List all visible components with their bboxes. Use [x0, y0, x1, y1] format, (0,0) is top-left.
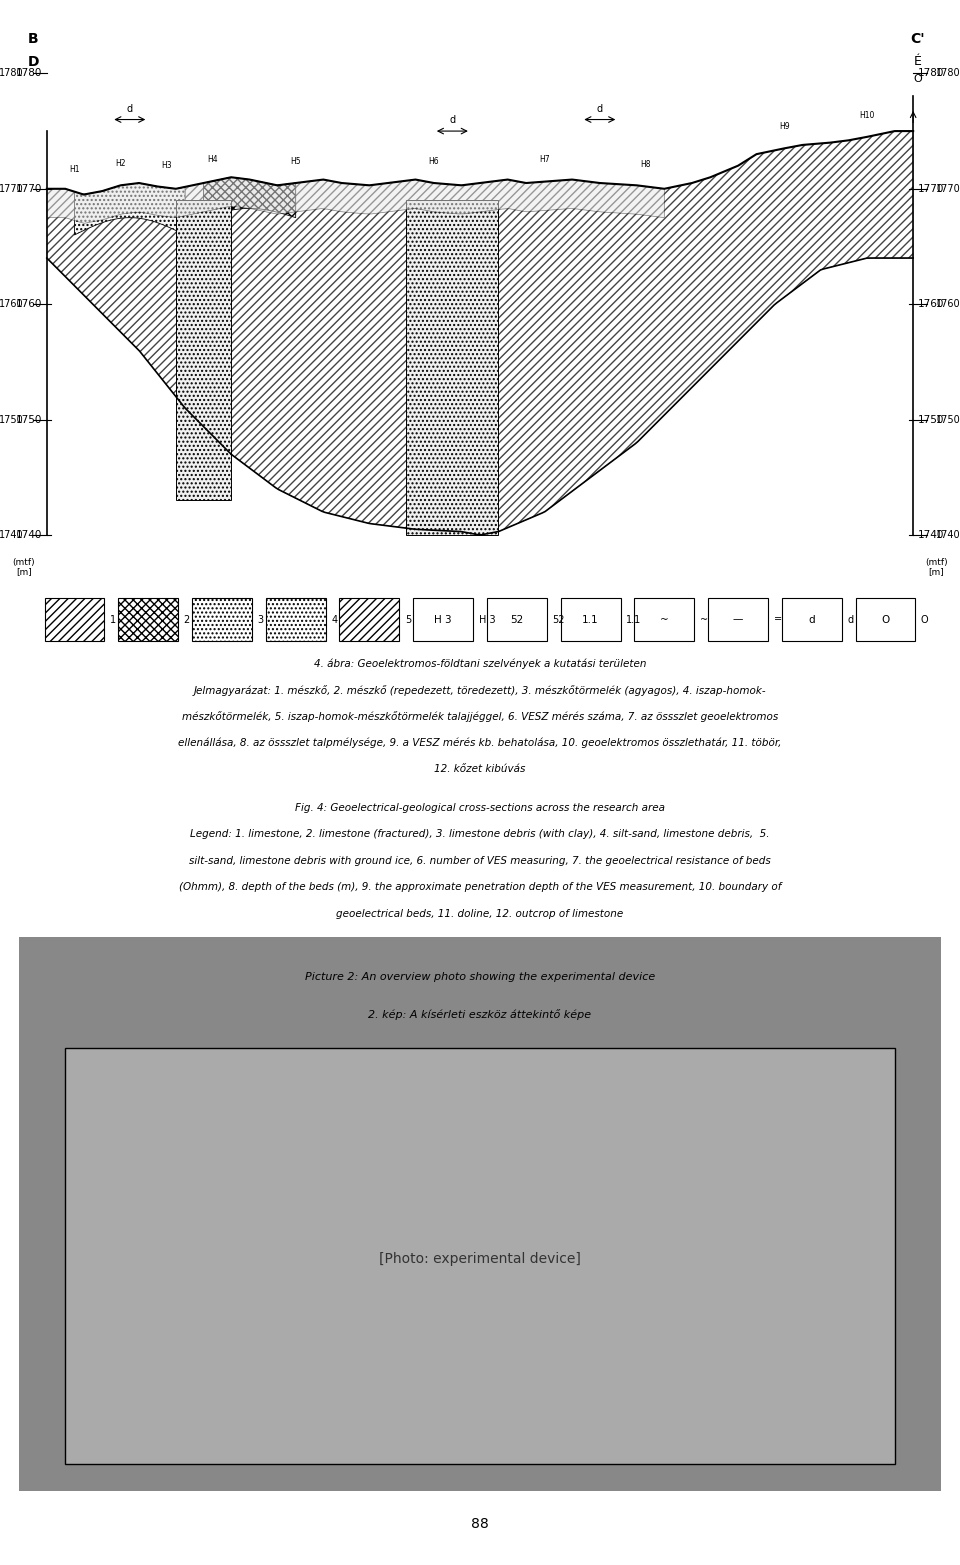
Text: d: d — [597, 103, 603, 114]
Polygon shape — [47, 177, 664, 224]
Bar — [487, 598, 547, 640]
Text: H8: H8 — [640, 160, 651, 169]
Text: 1740: 1740 — [0, 531, 24, 540]
Text: 1780: 1780 — [16, 69, 42, 78]
Text: geoelectrical beds, 11. doline, 12. outcrop of limestone: geoelectrical beds, 11. doline, 12. outc… — [336, 909, 624, 919]
Bar — [266, 598, 325, 640]
Text: H10: H10 — [859, 111, 875, 119]
Text: H 3: H 3 — [434, 615, 452, 624]
Text: 52: 52 — [510, 615, 523, 624]
Text: 1750: 1750 — [936, 415, 960, 424]
Text: 1780: 1780 — [936, 69, 960, 78]
Text: H4: H4 — [207, 155, 218, 164]
Bar — [65, 1049, 895, 1463]
Text: d: d — [127, 103, 132, 114]
Text: silt-sand, limestone debris with ground ice, 6. number of VES measuring, 7. the : silt-sand, limestone debris with ground … — [189, 856, 771, 865]
Text: Picture 2: An overview photo showing the experimental device: Picture 2: An overview photo showing the… — [305, 972, 655, 981]
Text: 1: 1 — [110, 615, 116, 624]
Text: —: — — [732, 615, 743, 624]
Text: 2: 2 — [183, 615, 190, 624]
Text: H6: H6 — [428, 156, 440, 166]
Text: B: B — [28, 31, 38, 45]
Text: 1780: 1780 — [918, 69, 944, 78]
Text: d: d — [848, 615, 853, 624]
Text: 1770: 1770 — [16, 183, 42, 194]
Text: C': C' — [910, 31, 925, 45]
Polygon shape — [47, 131, 913, 535]
Text: 1740: 1740 — [918, 531, 944, 540]
Text: H3: H3 — [161, 161, 172, 171]
Bar — [635, 598, 694, 640]
Text: 3: 3 — [257, 615, 264, 624]
Text: [m]: [m] — [16, 568, 32, 576]
Bar — [561, 598, 620, 640]
Polygon shape — [406, 200, 498, 535]
Text: O: O — [921, 615, 928, 624]
Text: H7: H7 — [540, 155, 550, 164]
Bar — [44, 598, 105, 640]
Text: 2. kép: A kísérleti eszköz áttekintő képe: 2. kép: A kísérleti eszköz áttekintő kép… — [369, 1009, 591, 1020]
Text: 1780: 1780 — [0, 69, 24, 78]
Text: O: O — [913, 74, 923, 85]
Text: d: d — [808, 615, 815, 624]
Text: H 3: H 3 — [479, 615, 495, 624]
Text: 1750: 1750 — [0, 415, 24, 424]
Polygon shape — [75, 183, 185, 235]
Text: =: = — [774, 615, 781, 624]
Text: 1.1: 1.1 — [583, 615, 599, 624]
Text: d: d — [449, 116, 455, 125]
Text: H5: H5 — [290, 156, 301, 166]
Text: 12. kőzet kibúvás: 12. kőzet kibúvás — [434, 764, 526, 775]
Bar — [708, 598, 768, 640]
Text: [m]: [m] — [928, 568, 944, 576]
Bar — [340, 598, 399, 640]
Text: 88: 88 — [471, 1516, 489, 1531]
Text: [Photo: experimental device]: [Photo: experimental device] — [379, 1252, 581, 1266]
Text: 1770: 1770 — [0, 183, 24, 194]
Text: mészkőtörmelék, 5. iszap-homok-mészkőtörmelék talajjéggel, 6. VESZ mérés száma, : mészkőtörmelék, 5. iszap-homok-mészkőtör… — [181, 711, 779, 721]
Bar — [855, 598, 916, 640]
Text: 5: 5 — [405, 615, 411, 624]
Text: É: É — [914, 55, 922, 69]
Text: Jelmagyarázat: 1. mészkő, 2. mészkő (repedezett, töredezett), 3. mészkőtörmelék : Jelmagyarázat: 1. mészkő, 2. mészkő (rep… — [194, 685, 766, 696]
Text: H2: H2 — [115, 160, 126, 167]
Text: (mtf): (mtf) — [12, 559, 36, 567]
Text: 4: 4 — [331, 615, 337, 624]
Text: 1750: 1750 — [918, 415, 944, 424]
Text: 1740: 1740 — [16, 531, 42, 540]
Text: 1770: 1770 — [936, 183, 960, 194]
Text: D: D — [27, 55, 38, 69]
Bar — [118, 598, 179, 640]
Text: (mtf): (mtf) — [924, 559, 948, 567]
Text: Legend: 1. limestone, 2. limestone (fractured), 3. limestone debris (with clay),: Legend: 1. limestone, 2. limestone (frac… — [190, 829, 770, 839]
Text: ~: ~ — [660, 615, 669, 624]
Polygon shape — [176, 200, 231, 501]
Text: 1760: 1760 — [0, 299, 24, 310]
Text: (Ohmm), 8. depth of the beds (m), 9. the approximate penetration depth of the VE: (Ohmm), 8. depth of the beds (m), 9. the… — [179, 883, 781, 892]
Text: 1770: 1770 — [918, 183, 944, 194]
Text: 4. ábra: Geoelektromos-földtani szelvények a kutatási területen: 4. ábra: Geoelektromos-földtani szelvény… — [314, 659, 646, 668]
Text: 1750: 1750 — [16, 415, 42, 424]
Text: 1740: 1740 — [936, 531, 960, 540]
Bar — [192, 598, 252, 640]
Polygon shape — [204, 177, 296, 218]
Text: 1760: 1760 — [918, 299, 944, 310]
Text: O: O — [881, 615, 890, 624]
Bar — [781, 598, 842, 640]
Text: H9: H9 — [779, 122, 789, 131]
Text: 1.1: 1.1 — [626, 615, 641, 624]
Text: H1: H1 — [69, 166, 80, 174]
Text: ellenállása, 8. az össszlet talpmélysége, 9. a VESZ mérés kb. behatolása, 10. ge: ellenállása, 8. az össszlet talpmélysége… — [179, 737, 781, 748]
Text: Fig. 4: Geoelectrical-geological cross-sections across the research area: Fig. 4: Geoelectrical-geological cross-s… — [295, 803, 665, 812]
Text: 52: 52 — [552, 615, 564, 624]
Text: 1760: 1760 — [936, 299, 960, 310]
Text: 1760: 1760 — [16, 299, 42, 310]
Bar — [413, 598, 473, 640]
Text: ~: ~ — [700, 615, 708, 624]
